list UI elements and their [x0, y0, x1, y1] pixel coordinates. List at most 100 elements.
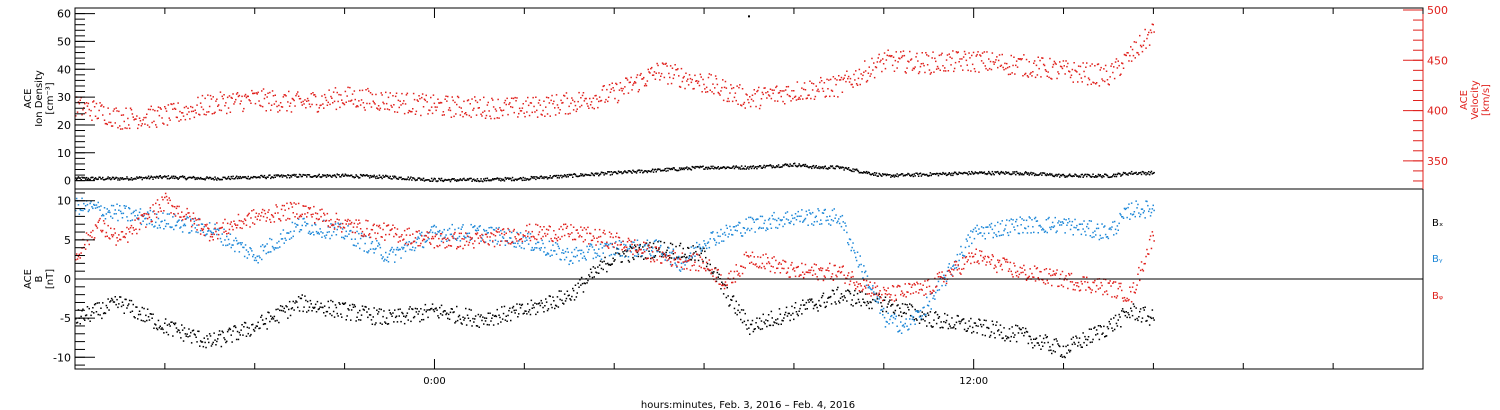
- data-point: [531, 177, 533, 179]
- data-point: [764, 322, 766, 325]
- data-point: [384, 258, 386, 261]
- data-point: [89, 320, 91, 322]
- data-point: [120, 305, 123, 308]
- data-point: [1097, 325, 1100, 327]
- data-point: [426, 179, 428, 181]
- data-point: [659, 246, 661, 249]
- data-point: [618, 171, 621, 174]
- data-point: [724, 167, 727, 170]
- data-point: [235, 176, 237, 179]
- data-point: [858, 264, 861, 266]
- data-point: [80, 252, 82, 254]
- data-point: [301, 294, 303, 296]
- data-point: [1130, 202, 1133, 204]
- data-point: [940, 173, 942, 175]
- data-point: [171, 175, 173, 178]
- data-point: [1070, 224, 1073, 226]
- data-point: [791, 90, 793, 92]
- data-point: [430, 96, 432, 99]
- data-point: [319, 306, 321, 308]
- data-point: [169, 177, 171, 179]
- data-point: [224, 239, 226, 241]
- data-point: [1044, 174, 1047, 176]
- data-point: [1050, 174, 1052, 176]
- data-point: [199, 233, 202, 235]
- data-point: [761, 91, 764, 94]
- data-point: [217, 178, 220, 180]
- data-point: [285, 305, 287, 307]
- data-point: [1123, 311, 1126, 313]
- data-point: [548, 295, 551, 297]
- data-point: [253, 330, 256, 332]
- data-point: [438, 177, 440, 180]
- data-point: [1071, 175, 1074, 178]
- data-point: [576, 254, 578, 257]
- data-point: [552, 296, 554, 298]
- data-point: [122, 304, 125, 306]
- data-point: [1079, 176, 1082, 178]
- data-point: [285, 95, 287, 97]
- data-point: [1089, 65, 1092, 67]
- data-point: [382, 174, 384, 177]
- data-point: [801, 313, 803, 315]
- data-point: [545, 298, 547, 300]
- data-point: [1038, 225, 1040, 227]
- data-point: [509, 237, 511, 239]
- data-point: [452, 99, 454, 102]
- data-point: [1110, 228, 1112, 231]
- data-point: [558, 290, 560, 292]
- data-point: [512, 179, 515, 181]
- data-point: [484, 241, 487, 243]
- data-point: [634, 81, 636, 83]
- data-point: [164, 219, 166, 222]
- data-point: [1077, 176, 1080, 178]
- data-point: [625, 244, 627, 246]
- data-point: [1026, 75, 1029, 77]
- data-point: [779, 313, 782, 315]
- data-point: [400, 104, 402, 106]
- data-point: [477, 180, 480, 182]
- data-point: [1008, 219, 1011, 222]
- data-point: [599, 100, 602, 102]
- data-point: [114, 177, 116, 180]
- data-point: [638, 244, 640, 247]
- data-point: [382, 315, 384, 318]
- data-point: [701, 250, 703, 252]
- data-point: [945, 319, 948, 322]
- data-point: [691, 78, 693, 81]
- data-point: [316, 111, 319, 113]
- data-point: [808, 166, 810, 169]
- data-point: [164, 225, 167, 228]
- data-point: [811, 301, 814, 303]
- data-point: [683, 261, 685, 263]
- data-point: [412, 108, 414, 110]
- data-point: [423, 180, 426, 182]
- data-point: [79, 323, 81, 325]
- data-point: [1118, 172, 1120, 175]
- data-point: [958, 171, 960, 174]
- data-point: [129, 107, 132, 109]
- data-point: [494, 239, 497, 241]
- data-point: [159, 175, 161, 177]
- data-point: [1104, 173, 1106, 175]
- data-point: [102, 106, 105, 108]
- data-point: [771, 317, 773, 319]
- data-point: [86, 203, 89, 206]
- data-point: [117, 306, 119, 309]
- data-point: [596, 252, 598, 255]
- data-point: [456, 180, 458, 182]
- data-point: [526, 111, 528, 113]
- data-point: [887, 303, 889, 305]
- data-point: [408, 241, 410, 243]
- data-point: [626, 250, 629, 252]
- data-point: [168, 178, 170, 180]
- data-point: [797, 314, 799, 317]
- data-point: [297, 176, 300, 178]
- data-point: [984, 238, 986, 240]
- data-point: [935, 311, 937, 313]
- data-point: [863, 171, 865, 173]
- data-point: [1015, 324, 1017, 327]
- data-point: [156, 110, 159, 112]
- data-point: [393, 177, 395, 179]
- data-point: [793, 307, 796, 309]
